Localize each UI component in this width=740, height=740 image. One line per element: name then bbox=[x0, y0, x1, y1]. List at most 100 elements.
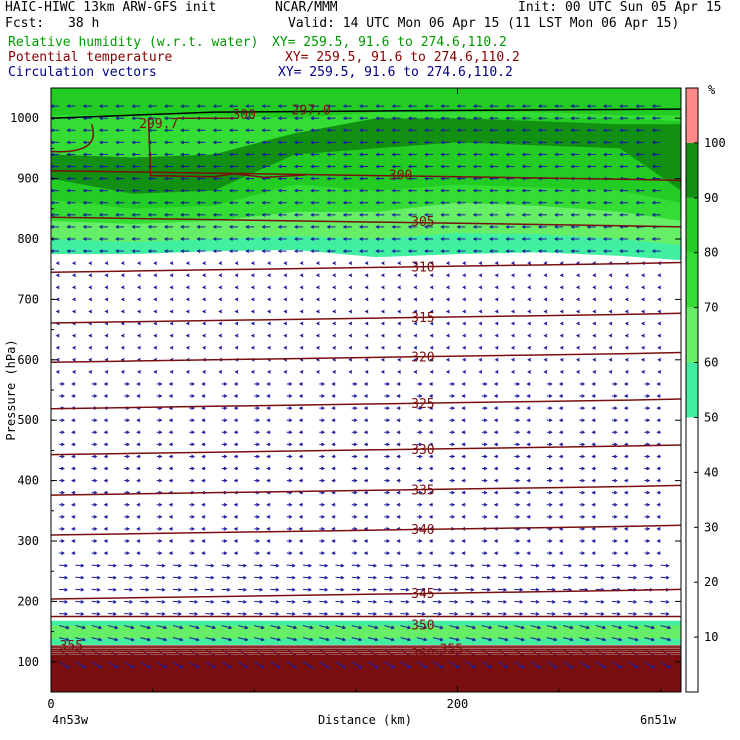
vector-arrowhead bbox=[592, 333, 597, 338]
circulation-vector bbox=[351, 612, 360, 615]
vector-arrowhead bbox=[250, 333, 255, 338]
vector-arrowhead bbox=[228, 225, 233, 229]
vector-arrowhead bbox=[494, 333, 499, 338]
vector-arrowhead bbox=[591, 551, 596, 555]
vector-arrowhead bbox=[391, 225, 396, 229]
vector-arrowhead bbox=[651, 116, 656, 121]
vector-arrowhead bbox=[526, 418, 531, 423]
vector-arrowhead bbox=[180, 200, 185, 205]
vector-arrowhead bbox=[325, 637, 330, 642]
vector-arrowhead bbox=[358, 664, 363, 669]
vector-arrowhead bbox=[613, 478, 618, 483]
vector-arrowhead bbox=[71, 478, 76, 483]
vector-arrowhead bbox=[646, 514, 651, 519]
circulation-vector bbox=[253, 661, 265, 669]
vector-arrowhead bbox=[342, 152, 347, 157]
circulation-vector bbox=[497, 661, 508, 669]
vector-arrowhead bbox=[180, 152, 185, 157]
vector-arrowhead bbox=[98, 664, 103, 669]
vector-arrowhead bbox=[201, 551, 206, 555]
vector-arrowhead bbox=[310, 164, 315, 169]
vector-arrowhead bbox=[462, 333, 467, 338]
vector-arrowhead bbox=[126, 551, 131, 555]
circulation-vector bbox=[481, 564, 490, 567]
circulation-vector bbox=[59, 637, 69, 641]
vector-arrowhead bbox=[585, 637, 590, 642]
vector-arrowhead bbox=[261, 164, 266, 169]
vector-arrowhead bbox=[472, 104, 477, 108]
vector-arrowhead bbox=[180, 188, 185, 193]
vector-arrowhead bbox=[424, 176, 428, 181]
vector-arrowhead bbox=[340, 563, 345, 568]
vector-arrowhead bbox=[293, 188, 298, 193]
vector-arrowhead bbox=[586, 164, 591, 169]
vector-arrowhead bbox=[288, 430, 293, 435]
vector-arrowhead bbox=[521, 104, 526, 108]
colorbar-band bbox=[686, 142, 698, 198]
vector-arrowhead bbox=[489, 249, 493, 253]
vector-arrowhead bbox=[80, 575, 85, 580]
vector-arrowhead bbox=[418, 406, 423, 410]
vector-arrowhead bbox=[634, 664, 639, 669]
vector-arrowhead bbox=[195, 637, 200, 642]
vector-arrowhead bbox=[291, 563, 296, 568]
vector-arrowhead bbox=[494, 285, 499, 290]
vector-arrowhead bbox=[407, 176, 412, 181]
vector-arrowhead bbox=[93, 478, 98, 483]
circulation-vector bbox=[351, 625, 362, 629]
vector-arrowhead bbox=[472, 200, 477, 205]
vector-arrowhead bbox=[575, 370, 580, 374]
vector-arrowhead bbox=[277, 104, 282, 108]
circulation-vector bbox=[611, 625, 622, 629]
vector-arrowhead bbox=[521, 200, 526, 205]
vector-arrowhead bbox=[324, 575, 329, 580]
circulation-vector bbox=[351, 564, 360, 567]
vector-arrowhead bbox=[651, 104, 656, 108]
vector-arrowhead bbox=[226, 575, 231, 580]
vector-arrowhead bbox=[299, 370, 304, 374]
vector-arrowhead bbox=[516, 382, 521, 386]
y-tick-label: 1000 bbox=[10, 111, 39, 125]
vector-arrowhead bbox=[584, 575, 589, 580]
vector-arrowhead bbox=[424, 200, 428, 205]
circulation-vector bbox=[546, 661, 557, 669]
vector-arrowhead bbox=[505, 237, 510, 241]
colorbar-tick-label: 60 bbox=[704, 356, 718, 370]
vector-arrowhead bbox=[439, 664, 444, 669]
right-endpoint: 6n51w bbox=[640, 713, 677, 727]
vector-arrowhead bbox=[358, 249, 363, 253]
vector-arrowhead bbox=[440, 164, 445, 169]
vector-arrowhead bbox=[340, 599, 345, 604]
vector-arrowhead bbox=[461, 394, 466, 398]
vector-arrowhead bbox=[451, 551, 456, 555]
vector-arrowhead bbox=[177, 587, 182, 592]
vector-arrowhead bbox=[613, 442, 618, 447]
circulation-vector bbox=[579, 588, 588, 591]
vector-arrowhead bbox=[331, 539, 336, 543]
vector-arrowhead bbox=[386, 514, 391, 519]
vector-arrowhead bbox=[519, 575, 524, 580]
vector-arrowhead bbox=[375, 176, 380, 181]
vector-arrowhead bbox=[489, 104, 493, 108]
vector-arrowhead bbox=[233, 539, 238, 543]
vector-arrowhead bbox=[131, 212, 136, 217]
circulation-vector bbox=[254, 600, 263, 603]
vector-arrowhead bbox=[375, 188, 380, 193]
vector-arrowhead bbox=[348, 333, 353, 338]
vector-arrowhead bbox=[581, 406, 586, 410]
theta-label: 335 bbox=[411, 483, 434, 498]
vector-arrowhead bbox=[342, 176, 347, 181]
vector-arrowhead bbox=[591, 418, 596, 423]
vector-arrowhead bbox=[261, 140, 266, 145]
vector-arrowhead bbox=[353, 406, 358, 410]
vector-arrowhead bbox=[657, 273, 662, 278]
circulation-vector bbox=[595, 564, 604, 567]
vector-arrowhead bbox=[591, 539, 596, 543]
vector-arrowhead bbox=[120, 297, 125, 302]
vector-arrowhead bbox=[456, 176, 461, 181]
vector-arrowhead bbox=[486, 575, 491, 580]
vector-arrowhead bbox=[569, 637, 574, 642]
vector-arrowhead bbox=[71, 394, 76, 398]
vector-arrowhead bbox=[445, 345, 450, 350]
vector-arrowhead bbox=[250, 309, 255, 314]
